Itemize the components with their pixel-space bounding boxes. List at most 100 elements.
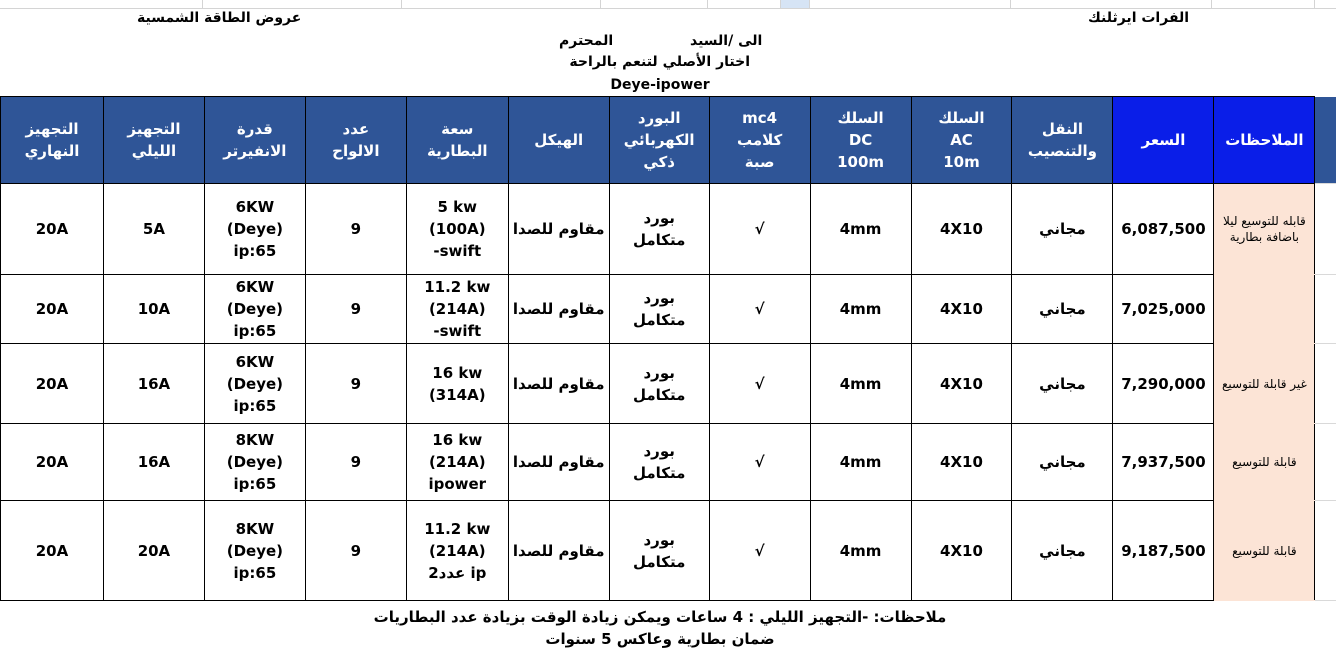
brand-name: Deye-ipower — [610, 77, 710, 93]
table-row: 20A 20A 8KW (Deye) ip:65 9 11.2 kw (214A) 2ع… — [0, 500, 1336, 601]
cell-night-load: 10A — [102, 274, 205, 344]
column-header-battery-capacity: سعة البطارية — [405, 96, 509, 184]
empty-cell — [1314, 274, 1336, 344]
cell-ac-cable: 4X10 — [910, 274, 1013, 344]
empty-cell — [1314, 500, 1336, 601]
cell-frame: مقاوم للصدا — [507, 343, 610, 424]
cell-price: 6,087,500 — [1112, 183, 1215, 275]
cell-notes: غير قابلة للتوسيع — [1213, 343, 1316, 424]
column-header-panel-count: عدد الالواح — [304, 96, 407, 184]
respected-label: المحترم — [559, 33, 614, 49]
cell-battery-capacity: 11.2 kw (214A) -swift — [405, 274, 509, 344]
cell-panel-count: 9 — [304, 343, 407, 424]
cell-smart-board: بورد متكامل — [608, 423, 710, 501]
cell-battery-capacity: 5 kw (100A) -swift — [405, 183, 509, 275]
cell-installation: مجاني — [1011, 500, 1114, 601]
cell-night-load: 20A — [102, 500, 205, 601]
cell-installation: مجاني — [1011, 343, 1114, 424]
column-header-notes: الملاحظات — [1213, 96, 1316, 184]
column-header-night-load: التجهيز الليلي — [102, 96, 205, 184]
cell-panel-count: 9 — [304, 274, 407, 344]
cell-day-load: 20A — [0, 274, 104, 344]
cell-inverter-power: 6KW (Deye) ip:65 — [203, 274, 306, 344]
cell-mc4-clamp: √ — [708, 343, 811, 424]
cell-price: 9,187,500 — [1112, 500, 1215, 601]
cell-frame: مقاوم للصدا — [507, 274, 610, 344]
cell-ac-cable: 4X10 — [910, 183, 1013, 275]
spreadsheet-grid-top — [0, 0, 1336, 9]
cell-day-load: 20A — [0, 500, 104, 601]
cell-price: 7,290,000 — [1112, 343, 1215, 424]
table-row: 20A 16A 6KW (Deye) ip:65 9 16 kw (314A) مقاوم… — [0, 343, 1336, 424]
cell-installation: مجاني — [1011, 183, 1114, 275]
cell-notes: قابله للتوسيع ليلا باضافة بطارية — [1213, 183, 1316, 275]
cell-dc-cable: 4mm — [809, 423, 912, 501]
cell-day-load: 20A — [0, 183, 104, 275]
cell-smart-board: بورد متكامل — [608, 274, 710, 344]
cell-inverter-power: 8KW (Deye) ip:65 — [203, 500, 306, 601]
cell-mc4-clamp: √ — [708, 423, 811, 501]
cell-inverter-power: 6KW (Deye) ip:65 — [203, 343, 306, 424]
cell-notes — [1213, 274, 1316, 344]
cell-dc-cable: 4mm — [809, 500, 912, 601]
footer-note-1: ملاحظات: -التجهيز الليلي : 4 ساعات ويمكن… — [373, 608, 947, 626]
cell-dc-cable: 4mm — [809, 343, 912, 424]
cell-frame: مقاوم للصدا — [507, 423, 610, 501]
column-header-ac-cable: السلك AC 10m — [910, 96, 1013, 184]
offers-title: عروض الطاقة الشمسية — [137, 10, 302, 26]
cell-installation: مجاني — [1011, 423, 1114, 501]
column-header-inverter-power: قدرة الانفيرتر — [203, 96, 306, 184]
cell-ac-cable: 4X10 — [910, 500, 1013, 601]
header-row: التجهيز النهاري التجهيز الليلي قدرة الانفي… — [0, 96, 1336, 184]
cell-frame: مقاوم للصدا — [507, 500, 610, 601]
recipient-label: الى /السيد — [690, 33, 763, 49]
cell-dc-cable: 4mm — [809, 274, 912, 344]
cell-night-load: 16A — [102, 423, 205, 501]
cell-panel-count: 9 — [304, 423, 407, 501]
column-header-price: السعر — [1112, 96, 1215, 184]
cell-battery-capacity: 16 kw (314A) — [405, 343, 509, 424]
cell-battery-capacity: 16 kw (214A) ipower — [405, 423, 509, 501]
column-header-mc4-clamp: mc4 كلامب صبة — [708, 96, 811, 184]
table-row: 20A 5A 6KW (Deye) ip:65 9 5 kw (100A) -swift… — [0, 183, 1336, 275]
cell-notes: قابلة للتوسيع — [1213, 423, 1316, 501]
cell-inverter-power: 6KW (Deye) ip:65 — [203, 183, 306, 275]
cell-dc-cable: 4mm — [809, 183, 912, 275]
empty-cell — [1314, 343, 1336, 424]
offers-table: التجهيز النهاري التجهيز الليلي قدرة الانفي… — [0, 96, 1336, 601]
cell-panel-count: 9 — [304, 500, 407, 601]
cell-night-load: 5A — [102, 183, 205, 275]
cell-inverter-power: 8KW (Deye) ip:65 — [203, 423, 306, 501]
cell-smart-board: بورد متكامل — [608, 500, 710, 601]
empty-cell — [1314, 423, 1336, 501]
cell-ac-cable: 4X10 — [910, 423, 1013, 501]
cell-ac-cable: 4X10 — [910, 343, 1013, 424]
cell-price: 7,025,000 — [1112, 274, 1215, 344]
cell-day-load: 20A — [0, 423, 104, 501]
column-header-smart-board: البورد الكهربائي ذكي — [608, 96, 710, 184]
cell-price: 7,937,500 — [1112, 423, 1215, 501]
slogan: اختار الأصلي لتنعم بالراحة — [569, 54, 750, 70]
cell-notes: قابلة للتوسيع — [1213, 500, 1316, 601]
empty-cell — [1314, 96, 1336, 184]
cell-smart-board: بورد متكامل — [608, 183, 710, 275]
column-header-dc-cable: السلك DC 100m — [809, 96, 912, 184]
column-header-installation: النقل والتنصيب — [1011, 96, 1114, 184]
cell-installation: مجاني — [1011, 274, 1114, 344]
footer-note-2: ضمان بطارية وعاكس 5 سنوات — [545, 630, 775, 648]
table-row: 20A 16A 8KW (Deye) ip:65 9 16 kw (214A) ipow… — [0, 423, 1336, 501]
cell-night-load: 16A — [102, 343, 205, 424]
table-row: 20A 10A 6KW (Deye) ip:65 9 11.2 kw (214A) -s… — [0, 274, 1336, 344]
cell-battery-capacity: 11.2 kw (214A) 2عدد ip — [405, 500, 509, 601]
cell-smart-board: بورد متكامل — [608, 343, 710, 424]
company-name: الفرات ايرثلنك — [1088, 10, 1190, 26]
cell-day-load: 20A — [0, 343, 104, 424]
cell-panel-count: 9 — [304, 183, 407, 275]
cell-mc4-clamp: √ — [708, 500, 811, 601]
cell-mc4-clamp: √ — [708, 183, 811, 275]
empty-cell — [1314, 183, 1336, 275]
column-header-day-load: التجهيز النهاري — [0, 96, 104, 184]
cell-mc4-clamp: √ — [708, 274, 811, 344]
cell-frame: مقاوم للصدا — [507, 183, 610, 275]
column-header-frame: الهيكل — [507, 96, 610, 184]
